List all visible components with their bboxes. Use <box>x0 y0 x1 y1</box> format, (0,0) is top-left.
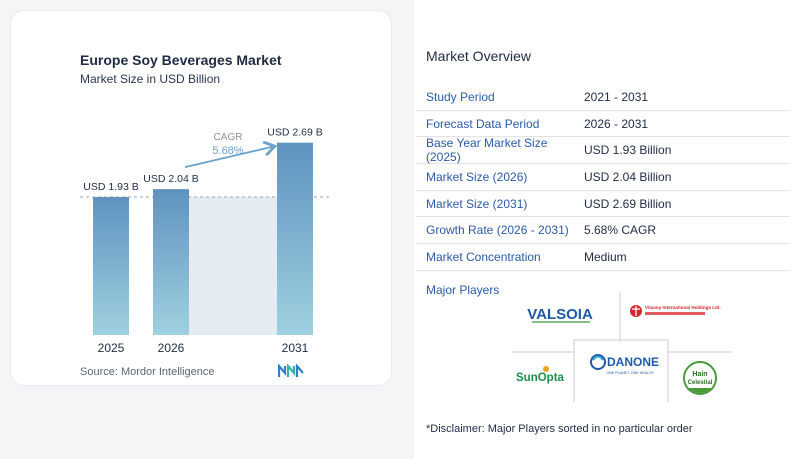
valsoia-logo: VALSOIA <box>527 306 593 323</box>
overview-panel <box>414 0 800 459</box>
major-players-label: Major Players <box>426 283 500 297</box>
table-row: Study Period 2021 - 2031 <box>416 84 790 111</box>
row-value: USD 1.93 Billion <box>584 143 672 158</box>
row-key: Base Year Market Size (2025) <box>426 136 548 165</box>
danone-tagline: ONE PLANET. ONE HEALTH <box>606 371 653 375</box>
hain-celestial-logo-line2: Celestial <box>688 380 713 386</box>
vitasoy-emblem-mark <box>632 306 640 316</box>
mordor-intelligence-logo <box>278 364 304 377</box>
row-value: USD 2.69 Billion <box>584 196 672 211</box>
bar-2025 <box>93 197 129 335</box>
row-value: 2026 - 2031 <box>584 116 649 131</box>
overview-title: Market Overview <box>426 48 532 64</box>
bar-2031 <box>277 142 313 335</box>
row-key: Market Size (2031) <box>426 196 528 211</box>
table-row: Growth Rate (2026 - 2031) 5.68% CAGR <box>416 217 790 245</box>
disclaimer-text: *Disclaimer: Major Players sorted in no … <box>426 423 693 435</box>
chart-title: Europe Soy Beverages Market <box>80 52 282 68</box>
growth-band <box>189 197 277 335</box>
table-row: Forecast Data Period 2026 - 2031 <box>416 111 790 138</box>
source-note: Source: Mordor Intelligence <box>80 366 215 378</box>
chart-subtitle: Market Size in USD Billion <box>80 72 221 86</box>
bar-2026 <box>153 189 189 335</box>
table-row: Market Concentration Medium <box>416 244 790 271</box>
row-key: Market Size (2026) <box>426 169 528 184</box>
value-label-2031: USD 2.69 B <box>267 127 322 139</box>
x-tick-2026: 2026 <box>158 341 185 355</box>
table-row: Base Year Market Size (2025) USD 1.93 Bil… <box>416 136 790 165</box>
value-label-2025: USD 1.93 B <box>83 181 138 193</box>
row-value: 5.68% CAGR <box>584 223 657 238</box>
players-logo-grid: VALSOIA Vitasoy International Holdings L… <box>512 292 732 402</box>
x-tick-2031: 2031 <box>282 341 309 355</box>
row-key: Study Period <box>426 89 495 104</box>
value-label-2026: USD 2.04 B <box>143 173 198 185</box>
row-key: Growth Rate (2026 - 2031) <box>426 223 569 238</box>
sunopta-sun-icon <box>543 366 549 372</box>
row-key: Market Concentration <box>426 249 541 264</box>
hain-celestial-badge-icon <box>683 361 717 395</box>
vitasoy-logo: Vitasoy International Holdings Ltd. <box>645 305 721 310</box>
cagr-label: CAGR <box>214 132 243 143</box>
row-value: USD 2.04 Billion <box>584 169 672 184</box>
x-tick-2025: 2025 <box>98 341 125 355</box>
table-row: Market Size (2026) USD 2.04 Billion <box>416 164 790 191</box>
growth-arrow <box>184 147 273 169</box>
danone-emblem-icon <box>590 354 606 370</box>
row-value: Medium <box>584 249 627 264</box>
bar-chart: USD 1.93 B 2025 USD 2.04 B 2026 USD 2.69 B 20… <box>80 127 330 355</box>
row-key: Forecast Data Period <box>426 116 540 131</box>
danone-logo: DANONE <box>607 355 659 369</box>
cagr-value: 5.68% <box>212 145 243 157</box>
vitasoy-chinese-name <box>645 312 705 315</box>
row-value: 2021 - 2031 <box>584 89 649 104</box>
table-row: Market Size (2031) USD 2.69 Billion <box>416 191 790 218</box>
sunopta-logo: SunOpta <box>516 372 565 384</box>
hain-celestial-logo-line1: Hain <box>692 371 707 378</box>
overview-table: Study Period 2021 - 2031 Forecast Data Pe… <box>416 84 790 271</box>
